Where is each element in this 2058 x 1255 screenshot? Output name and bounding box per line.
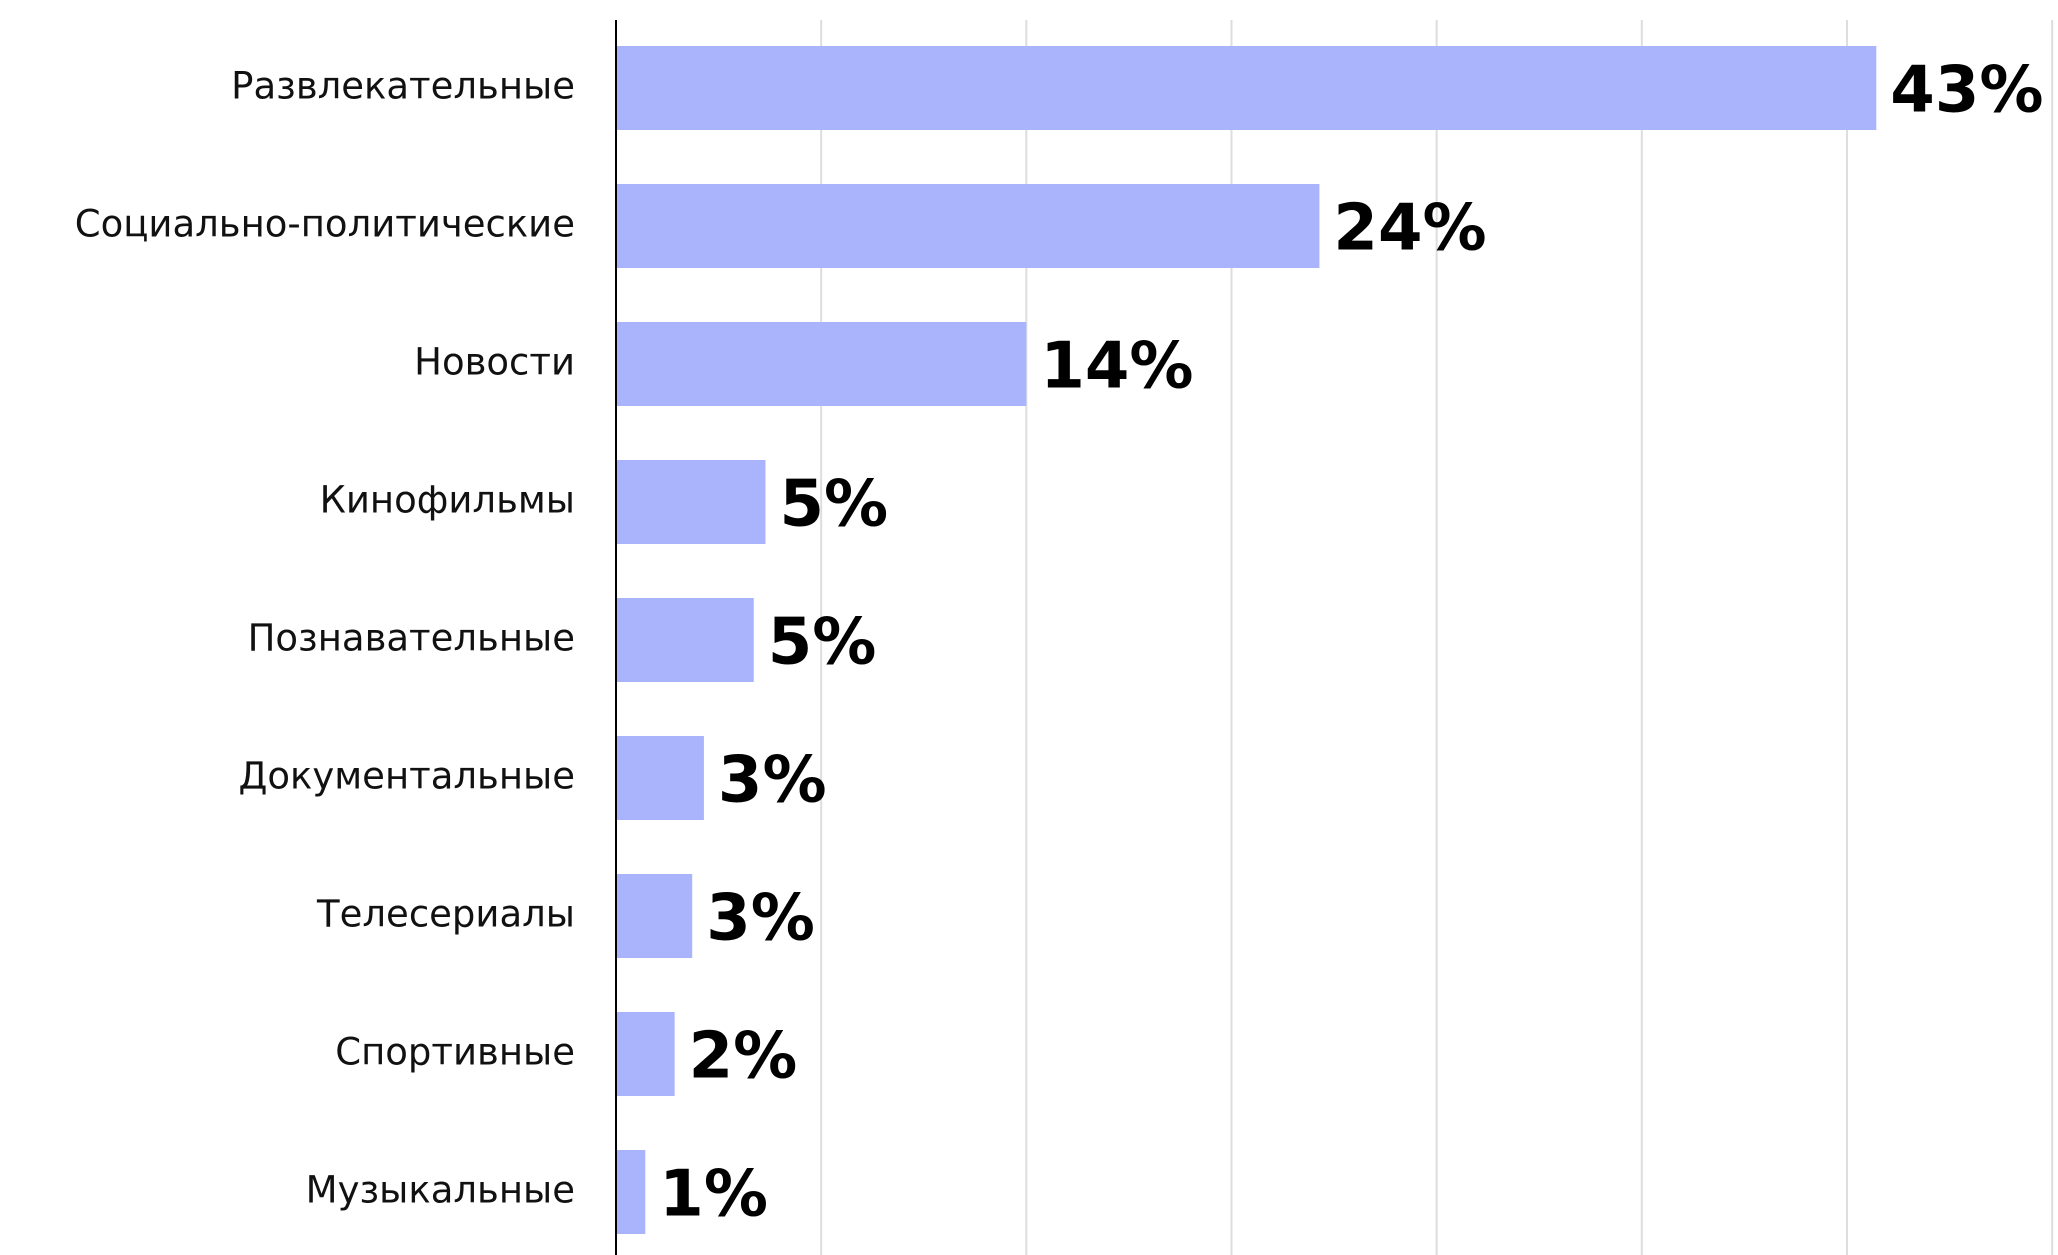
value-label: 24% <box>1333 192 1486 266</box>
category-label: Телесериалы <box>316 893 575 936</box>
category-label: Спортивные <box>335 1031 575 1074</box>
value-label: 14% <box>1040 330 1193 404</box>
category-label: Социально-политические <box>75 203 575 246</box>
bar <box>616 460 766 544</box>
bar <box>616 322 1027 406</box>
bar <box>616 598 754 682</box>
category-label: Развлекательные <box>231 65 575 108</box>
bar <box>616 46 1877 130</box>
bar <box>616 874 693 958</box>
value-label: 2% <box>689 1020 798 1094</box>
value-label: 3% <box>706 882 815 956</box>
value-label: 5% <box>779 468 888 542</box>
bar <box>616 736 704 820</box>
value-label: 43% <box>1890 54 2043 128</box>
bar <box>616 1012 675 1096</box>
category-label: Документальные <box>238 755 575 798</box>
category-label: Новости <box>414 341 575 384</box>
value-label: 5% <box>768 606 877 680</box>
category-label: Кинофильмы <box>320 479 575 522</box>
bar <box>616 184 1320 268</box>
value-label: 1% <box>659 1158 768 1232</box>
value-label: 3% <box>718 744 827 818</box>
category-label: Музыкальные <box>306 1169 575 1212</box>
bar <box>616 1150 646 1234</box>
category-label: Познавательные <box>248 617 575 660</box>
